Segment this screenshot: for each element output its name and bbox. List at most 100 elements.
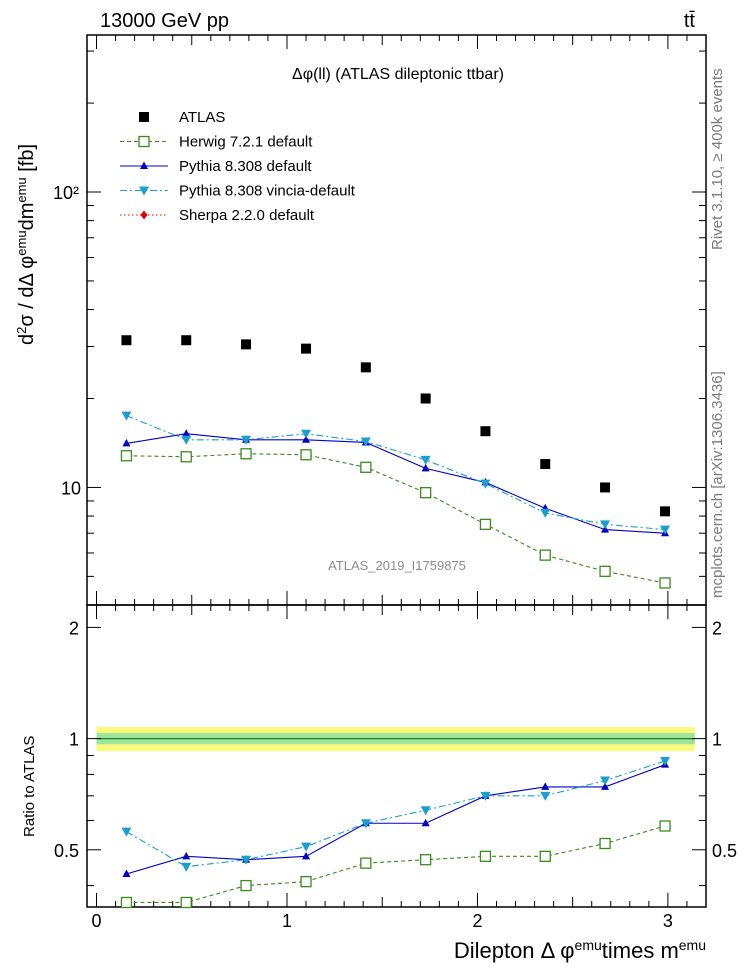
- data-point: [241, 339, 252, 350]
- data-point: [660, 525, 671, 535]
- plot-title: Δφ(ll) (ATLAS dileptonic ttbar): [292, 66, 504, 83]
- ratio-data-point: [181, 862, 192, 872]
- ratio-data-point: [540, 791, 551, 801]
- data-point: [420, 393, 431, 404]
- series-pythia-8-308-vincia-default: [121, 411, 671, 535]
- data-point: [479, 518, 492, 530]
- legend-entry: Pythia 8.308 default: [120, 158, 312, 175]
- data-point: [240, 448, 252, 460]
- data-point: [121, 411, 132, 421]
- legend-marker: [138, 135, 150, 148]
- legend-label: Herwig 7.2.1 default: [179, 134, 313, 151]
- data-point: [180, 451, 192, 463]
- energy-label: 13000 GeV pp: [100, 10, 229, 32]
- x-tick-label: 3: [663, 911, 673, 931]
- series-herwig-7-2-1-default: [120, 448, 671, 589]
- series-line: [126, 433, 666, 534]
- data-point: [600, 520, 611, 530]
- legend-label: Pythia 8.308 vincia-default: [179, 183, 356, 200]
- data-point: [660, 506, 671, 517]
- data-point: [241, 435, 252, 445]
- ratio-y-tick-label: 0.5: [54, 841, 79, 861]
- series-pythia-8-308-default: [122, 429, 670, 537]
- legend-marker: [140, 161, 148, 169]
- data-point: [419, 487, 432, 499]
- ratio-series-line: [126, 825, 666, 904]
- ratio-uncertainty-band: [96, 727, 695, 752]
- main-panel: Δφ(ll) (ATLAS dileptonic ttbar) ATLAS_20…: [14, 34, 707, 606]
- legend-label: Sherpa 2.2.0 default: [179, 207, 315, 224]
- mcplots-label: mcplots.cern.ch [arXiv:1306.3436]: [709, 371, 726, 598]
- data-point: [360, 362, 371, 373]
- data-point: [480, 479, 491, 489]
- legend-entry: Herwig 7.2.1 default: [120, 134, 313, 151]
- legend-entry: Sherpa 2.2.0 default: [120, 207, 315, 224]
- series-line: [126, 453, 666, 584]
- ratio-y-tick-label-right: 2: [712, 618, 722, 638]
- x-tick-label: 0: [92, 911, 102, 931]
- data-point: [420, 455, 431, 465]
- ratio-series-herwig-7-2-1-default: [120, 820, 671, 909]
- ratio-data-point: [539, 850, 551, 862]
- ratio-data-point: [659, 820, 671, 832]
- data-point: [181, 435, 192, 445]
- ratio-data-point: [122, 869, 131, 877]
- data-point: [182, 429, 191, 437]
- ratio-data-point: [182, 851, 191, 860]
- data-point: [122, 438, 131, 447]
- ratio-data-point: [600, 776, 611, 786]
- ratio-data-point: [121, 827, 132, 837]
- data-point: [181, 335, 192, 346]
- legend-marker: [140, 210, 148, 220]
- ratio-data-point: [360, 857, 372, 869]
- series-atlas: [121, 335, 671, 517]
- ratio-data-point: [419, 854, 432, 866]
- legend-marker: [139, 186, 149, 196]
- data-point: [301, 343, 312, 354]
- ratio-y-axis-label: Ratio to ATLAS: [21, 736, 38, 837]
- data-point: [300, 449, 312, 461]
- x-axis-label: Dilepton Δ φemutimes memu: [454, 937, 706, 963]
- ratio-data-point: [301, 842, 312, 852]
- process-label: tt̄: [684, 10, 696, 32]
- main-series-layer: [120, 335, 671, 589]
- data-point: [421, 463, 430, 472]
- main-y-axis-label: d2σ / dΔ φemudmemu [fb]: [14, 144, 39, 345]
- data-point: [360, 461, 372, 473]
- data-point: [121, 335, 132, 346]
- ratio-y-tick-label: 2: [69, 618, 79, 638]
- ratio-series-line: [126, 760, 666, 868]
- data-point: [360, 437, 371, 447]
- ratio-data-point: [660, 756, 671, 766]
- legend-marker: [139, 112, 149, 122]
- ratio-series-line: [126, 764, 666, 875]
- ratio-series-pythia-8-308-vincia-default: [121, 756, 671, 872]
- data-point: [600, 482, 611, 493]
- data-point: [120, 450, 133, 462]
- y-tick-label: 10²: [53, 183, 79, 203]
- ratio-data-point: [360, 819, 371, 829]
- data-point: [599, 565, 611, 577]
- rivet-version-label: Rivet 3.1.10, ≥ 400k events: [709, 68, 726, 250]
- ratio-data-point: [599, 837, 611, 850]
- ratio-data-point: [420, 806, 431, 816]
- ratio-data-point: [479, 850, 492, 862]
- ratio-data-point: [300, 875, 312, 888]
- y-tick-label: 10: [61, 478, 81, 498]
- x-tick-label: 1: [282, 911, 292, 931]
- legend: ATLAS Herwig 7.2.1 default Pythia 8.308 de…: [120, 109, 356, 224]
- data-point: [480, 426, 491, 437]
- data-point: [539, 549, 551, 561]
- legend-entry: ATLAS: [139, 109, 225, 126]
- ratio-y-tick-label-right: 1: [712, 730, 722, 750]
- data-point: [301, 429, 312, 439]
- ratio-series-pythia-8-308-default: [122, 760, 670, 877]
- main-axis-ticks: 10 10²: [53, 35, 706, 606]
- ratio-data-point: [302, 851, 311, 860]
- ratio-y-tick-label-right: 0.5: [712, 841, 737, 861]
- legend-label: Pythia 8.308 default: [179, 158, 312, 175]
- ratio-data-point: [180, 896, 192, 909]
- legend-label: ATLAS: [179, 109, 225, 126]
- analysis-watermark: ATLAS_2019_I1759875: [328, 558, 466, 573]
